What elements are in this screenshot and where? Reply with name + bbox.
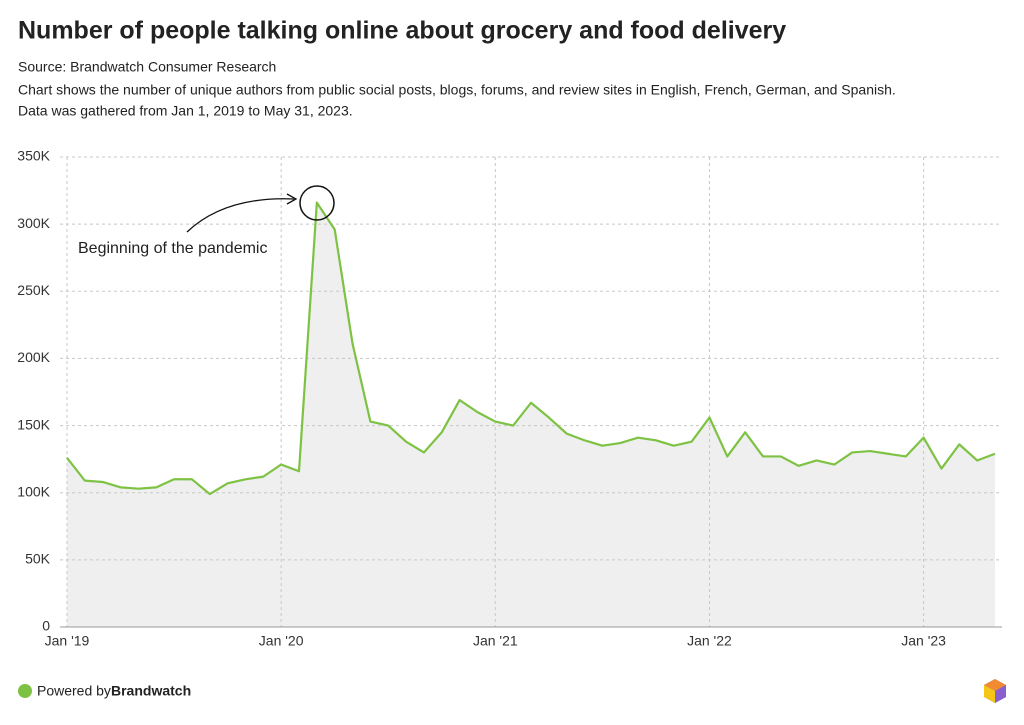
x-tick-label: Jan '19 [45, 633, 90, 649]
x-tick-label: Jan '21 [473, 633, 518, 649]
y-tick-label: 150K [17, 416, 50, 432]
x-tick-label: Jan '20 [259, 633, 304, 649]
subtitle: Chart shows the number of unique authors… [18, 82, 896, 98]
y-tick-label: 250K [17, 282, 50, 298]
line [66, 201, 996, 496]
plot-area: 0 50K 100K 150K 200K 250K 300K 350K Jan '19 Jan '… [17, 148, 1002, 649]
area [67, 202, 995, 627]
annotation-arrow [186, 198, 295, 233]
y-tick-label: 300K [17, 215, 50, 231]
subtitle: Data was gathered from Jan 1, 2019 to Ma… [18, 103, 353, 119]
footer-prefix: Powered by [37, 683, 111, 699]
footer-brand: Brandwatch [111, 683, 191, 699]
y-tick-label: 350K [17, 148, 50, 164]
y-tick-label: 100K [17, 483, 50, 499]
annotation: Beginning of the pandemic [78, 240, 267, 257]
y-tick-label: 200K [17, 349, 50, 365]
x-tick-label: Jan '22 [687, 633, 732, 649]
logo [984, 679, 1006, 703]
y-tick-label: 0 [42, 618, 50, 634]
y-tick-label: 50K [25, 551, 51, 567]
arrow-head [286, 193, 298, 205]
subtitle: Source: Brandwatch Consumer Research [18, 59, 276, 75]
footer-dot [18, 684, 32, 698]
chart-title: Number of people talking online about gr… [18, 17, 786, 45]
x-tick-label: Jan '23 [901, 633, 946, 649]
annotation-circle [299, 185, 335, 221]
